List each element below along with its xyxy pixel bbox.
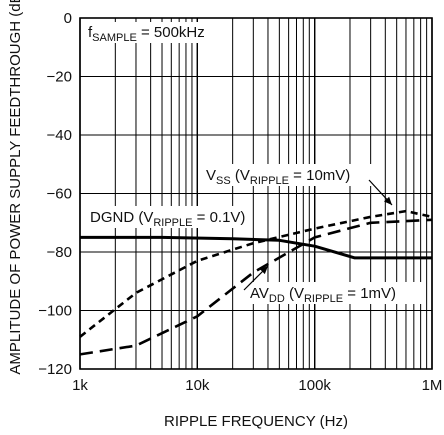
annotation-part: DGND (V [90, 209, 153, 226]
y-tick-label: 0 [64, 10, 72, 27]
subscript: RIPPLE [153, 217, 192, 229]
subscript: DD [269, 293, 285, 305]
annotation-bg-fsample [84, 22, 230, 43]
annotation-part: = 0.1V) [192, 209, 245, 226]
series-line-vss [79, 209, 433, 338]
annotation-part: AV [250, 285, 269, 302]
annotation-fsample: fSAMPLE = 500kHz [88, 24, 205, 44]
y-tick-label: −120 [38, 361, 72, 378]
subscript: RIPPLE [304, 293, 343, 305]
annotation-bg-dgnd [84, 206, 244, 228]
vss-leader-arrow-head [384, 196, 392, 205]
annotation-part: = 1mV) [343, 285, 396, 302]
series-line-dgnd [80, 235, 432, 260]
y-tick-label: −40 [47, 127, 72, 144]
annotation-part: f [88, 24, 93, 41]
subscript: SAMPLE [92, 32, 137, 44]
x-tick-label: 10k [185, 377, 210, 394]
y-tick-label: −60 [47, 186, 72, 203]
annotation-part: V [206, 167, 216, 184]
y-tick-label: −80 [47, 244, 72, 261]
y-axis-title: AMPLITUDE OF POWER SUPPLY FEEDTHROUGH (d… [7, 0, 24, 375]
annotation-part: (V [285, 285, 304, 302]
annotation-part: = 500kHz [137, 24, 205, 41]
annotation-bg-avdd [245, 282, 425, 304]
annotation-bg-vss [200, 164, 375, 186]
plot-frame [79, 17, 433, 370]
subscript: SS [216, 175, 231, 187]
subscript: RIPPLE [250, 175, 289, 187]
annotation-dgnd: DGND (VRIPPLE = 0.1V) [90, 209, 245, 229]
x-tick-label: 100k [298, 377, 331, 394]
y-tick-label: −20 [47, 69, 72, 86]
x-axis-title: RIPPLE FREQUENCY (Hz) [164, 413, 348, 430]
y-tick-label: −100 [38, 303, 72, 320]
series-line-avdd [79, 218, 433, 356]
x-tick-label: 1k [72, 377, 88, 394]
annotation-part: (V [231, 167, 250, 184]
annotation-part: = 10mV) [289, 167, 350, 184]
x-tick-label: 1M [422, 377, 443, 394]
annotation-avdd: AVDD (VRIPPLE = 1mV) [250, 285, 396, 305]
avdd-leader-arrow-head [259, 266, 268, 275]
annotation-vss: VSS (VRIPPLE = 10mV) [206, 167, 350, 187]
